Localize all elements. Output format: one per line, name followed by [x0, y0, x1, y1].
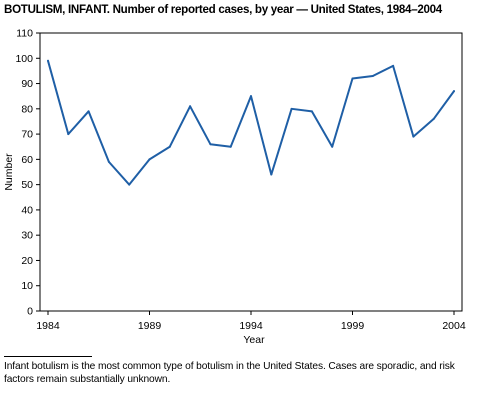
x-tick-label: 1999	[341, 320, 365, 332]
data-point	[412, 135, 415, 138]
y-tick-label: 0	[27, 306, 33, 318]
series-line	[47, 59, 455, 186]
y-tick-label: 60	[21, 154, 33, 166]
x-axis-label: Year	[243, 334, 265, 346]
y-tick-label: 90	[21, 78, 33, 90]
data-point	[148, 158, 151, 161]
footnote-divider	[4, 356, 92, 357]
data-point	[168, 145, 171, 148]
data-point	[351, 77, 354, 80]
chart-title: BOTULISM, INFANT. Number of reported cas…	[4, 3, 476, 16]
data-point	[310, 110, 313, 113]
data-point	[229, 145, 232, 148]
data-point	[250, 95, 252, 98]
footnote: Infant botulism is the most common type …	[4, 361, 455, 385]
data-point	[432, 117, 435, 120]
y-tick-label: 80	[21, 103, 33, 115]
data-point	[189, 105, 192, 108]
data-point	[128, 183, 131, 186]
y-tick-label: 70	[21, 129, 33, 141]
data-point	[67, 133, 70, 136]
y-tick-label: 10	[21, 280, 33, 292]
data-point	[392, 64, 395, 67]
x-tick-label: 2004	[442, 320, 466, 332]
data-point	[107, 160, 110, 163]
data-point	[371, 74, 374, 77]
data-point	[87, 110, 90, 113]
chart-title-main: BOTULISM, INFANT.	[4, 3, 110, 16]
data-point	[453, 90, 455, 93]
y-axis: 0 10 20 30 40 50 60 70 80 90 100 110	[15, 28, 40, 318]
data-point	[331, 145, 334, 148]
x-tick-label: 1984	[36, 320, 60, 332]
plot-frame	[39, 32, 463, 312]
chart-subtitle: Number of reported cases, by year — Unit…	[112, 3, 443, 16]
series-layer	[47, 59, 455, 186]
y-tick-label: 30	[21, 230, 33, 242]
x-tick-label: 1994	[239, 320, 263, 332]
data-point	[47, 59, 49, 62]
y-tick-label: 40	[21, 204, 33, 216]
data-point	[209, 143, 212, 146]
y-tick-label: 20	[21, 255, 33, 267]
data-point	[270, 173, 273, 176]
y-tick-label: 100	[15, 53, 33, 65]
y-axis-label: Number	[3, 153, 15, 191]
y-tick-label: 50	[21, 179, 33, 191]
y-tick-label: 110	[16, 28, 33, 40]
data-point	[290, 107, 293, 110]
x-tick-label: 1989	[138, 320, 162, 332]
x-axis: 1984 1989 1994 1999 2004	[36, 311, 466, 332]
